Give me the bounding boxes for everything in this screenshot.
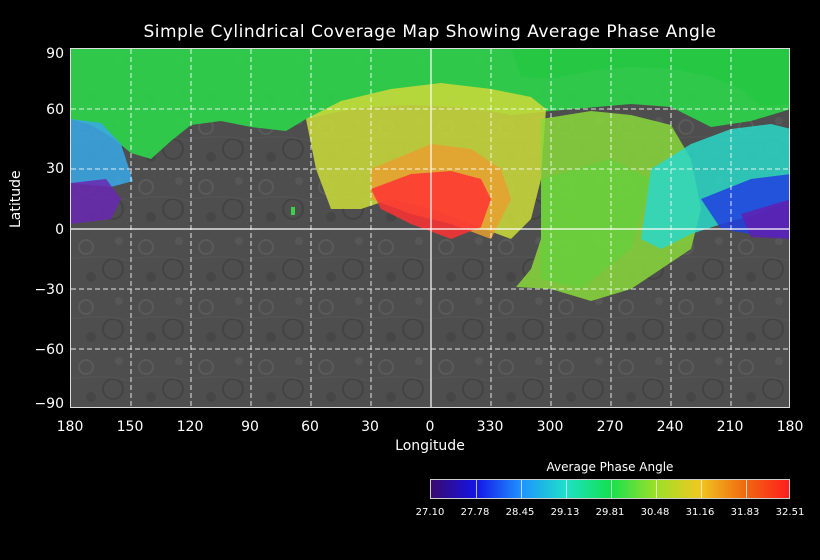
lon-tick-180-east: 180	[776, 419, 804, 435]
colorbar-label: 29.81	[595, 507, 625, 518]
colorbar-tick	[566, 480, 567, 498]
x-axis-label: Longitude	[395, 438, 465, 454]
lon-tick-240: 240	[656, 419, 684, 435]
colorbar-tick	[521, 480, 522, 498]
map-title: Simple Cylindrical Coverage Map Showing …	[143, 22, 717, 42]
colorbar-tick	[746, 480, 747, 498]
colorbar-label: 27.78	[460, 507, 490, 518]
lat-tick-30: 30	[46, 161, 64, 177]
lon-tick-210: 210	[716, 419, 744, 435]
colorbar-label: 27.10	[415, 507, 445, 518]
lat-tick-m30: −30	[34, 282, 64, 298]
lon-tick-90: 90	[241, 419, 259, 435]
lon-tick-30: 30	[361, 419, 379, 435]
coverage-purple-west	[71, 179, 121, 224]
colorbar-tick	[656, 480, 657, 498]
colorbar-title: Average Phase Angle	[546, 460, 674, 474]
lat-tick-0: 0	[55, 222, 64, 238]
lon-tick-150: 150	[116, 419, 144, 435]
map-canvas	[71, 49, 789, 407]
colorbar-label: 29.13	[550, 507, 580, 518]
lon-tick-180-west: 180	[56, 419, 84, 435]
lat-tick-60: 60	[46, 102, 64, 118]
colorbar-tick	[611, 480, 612, 498]
lon-tick-0: 0	[425, 419, 435, 435]
y-axis-label: Latitude	[8, 170, 24, 228]
colorbar-label: 30.48	[640, 507, 670, 518]
lat-tick-m60: −60	[34, 342, 64, 358]
colorbar-label: 28.45	[505, 507, 535, 518]
colorbar-label: 31.16	[685, 507, 715, 518]
lat-tick-90: 90	[46, 46, 64, 62]
colorbar-tick	[701, 480, 702, 498]
colorbar-tick	[476, 480, 477, 498]
lon-tick-270: 270	[596, 419, 624, 435]
colorbar	[430, 479, 790, 499]
lon-tick-60: 60	[301, 419, 319, 435]
colorbar-label: 32.51	[775, 507, 805, 518]
colorbar-label: 31.83	[730, 507, 760, 518]
zero-lines	[71, 49, 789, 407]
lon-tick-330: 330	[476, 419, 504, 435]
coverage-map	[70, 48, 790, 408]
coverage-cyan-west	[71, 119, 133, 187]
coverage-cyan-east	[641, 124, 789, 249]
lon-tick-300: 300	[536, 419, 564, 435]
lon-tick-120: 120	[176, 419, 204, 435]
lat-tick-m90: −90	[34, 396, 64, 412]
